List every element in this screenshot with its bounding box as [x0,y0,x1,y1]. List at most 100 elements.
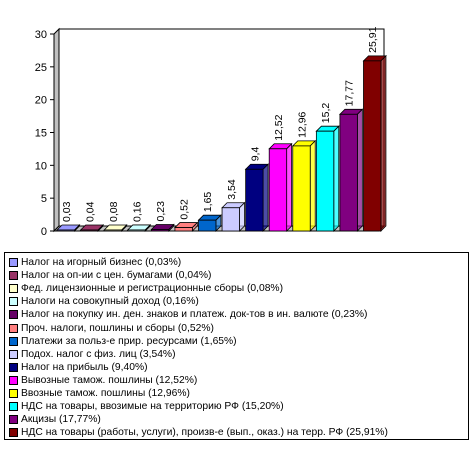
legend-swatch [9,271,18,281]
data-label: 0,16 [132,201,144,222]
y-tick-label: 25 [35,62,47,74]
legend-swatch [9,415,18,425]
legend-label: Ввозные тамож. пошлины (12,96%) [21,388,190,399]
bar-front [174,227,193,232]
bar-front [292,145,311,232]
data-label: 0,23 [155,201,167,222]
bar-front [198,219,217,232]
legend-label: НДС на товары, ввозимые на территорию РФ… [21,401,284,413]
legend-item: Проч. налоги, пошлины и сборы (0,52%) [9,322,214,335]
legend-label: Акцизы (17,77%) [21,414,101,426]
bar-side [262,163,269,232]
bar [338,108,364,232]
data-label: 1,65 [202,192,214,213]
data-label: 15,2 [320,103,332,124]
data-label: 12,52 [273,114,285,140]
legend-swatch [9,375,18,385]
data-label: 17,77 [344,80,356,106]
bar [244,163,270,232]
legend-item: Налог на оп-ии с цен. бумагами (0,04%) [9,269,211,282]
bar-side [380,54,387,232]
legend-item: Налог на покупку ин. ден. знаков и плате… [9,308,367,321]
bar-side [356,108,363,232]
data-label: 0,04 [84,201,96,222]
legend-swatch [9,310,18,320]
bar [56,224,81,232]
legend-label: Налог на оп-ии с цен. бумагами (0,04%) [21,270,212,282]
bar-front [339,113,358,232]
bar-front [268,148,288,232]
data-label: 12,96 [297,111,309,137]
y-tick-label: 20 [35,95,47,107]
y-tick-label: 30 [35,29,47,41]
legend: Налог на игорный бизнес (0,03%) Налог на … [4,252,469,440]
legend-label: Подох. налог с физ. лиц (3,54%) [21,348,176,360]
bar [315,125,340,232]
data-label: 3,54 [226,179,238,200]
data-label: 0,03 [61,201,73,222]
legend-label: Вывозные тамож. пошлины (12,52%) [21,374,198,386]
y-tick-label: 10 [35,160,47,172]
legend-label: Налог на покупку ин. ден. знаков и плате… [21,309,368,321]
bar-side [286,142,293,232]
legend-label: Налог на игорный бизнес (0,03%) [21,257,182,268]
legend-item: Ввозные тамож. пошлины (12,96%) [9,387,190,400]
bar-front [363,60,382,232]
legend-item: НДС на товары (работы, услуги), произв-е… [9,426,388,439]
y-axis: 0 5 10 15 20 25 30 [35,29,55,238]
y-tick-label: 0 [41,226,47,238]
y-tick-label: 5 [41,193,47,205]
legend-swatch [9,284,18,294]
data-labels: 0,03 0,04 0,08 0,16 0,23 0,52 1,65 3,54 9,4 12,52… [61,26,379,222]
bar-front [103,229,123,232]
data-label: 9,4 [249,147,261,162]
legend-label: НДС на товары (работы, услуги), произв-е… [21,427,388,439]
legend-item: НДС на товары, ввозимые на территорию РФ… [9,400,284,413]
legend-label: Налоги на совокупный доход (0,16%) [21,296,199,308]
bar [221,201,246,232]
bar [103,224,128,232]
bar [79,224,105,232]
legend-item: Акцизы (17,77%) [9,413,101,426]
bar [150,223,175,232]
legend-item: Налоги на совокупный доход (0,16%) [9,295,199,308]
bar-side [239,201,245,232]
bar-side [309,139,316,232]
data-label: 0,08 [108,201,120,222]
bar-chart: 0,03 0,04 0,08 0,16 0,23 0,52 1,65 3,54 9,4 12,52… [35,26,387,238]
y-tick-label: 15 [35,128,47,140]
bar-front [56,229,75,232]
legend-swatch [9,297,18,307]
legend-item: Платежи за польз-е прир. ресурсами (1,65… [9,335,237,348]
legend-item: Налог на прибыль (9,40%) [9,361,148,374]
bars [56,54,387,232]
bar-front [221,207,240,232]
bar-front [80,229,99,232]
legend-item: Фед. лицензионные и регистрационные сбор… [9,282,283,295]
bar-front [127,229,146,232]
bar-front [315,130,335,232]
legend-swatch [9,402,18,412]
data-label: 0,52 [179,199,191,220]
legend-swatch [9,389,18,398]
bar [268,142,293,232]
legend-swatch [9,258,18,267]
bar-side [333,125,340,232]
bar-front [150,229,170,232]
bar [362,54,387,232]
bar-front [245,168,264,232]
legend-item: Вывозные тамож. пошлины (12,52%) [9,374,197,387]
legend-item: Подох. налог с физ. лиц (3,54%) [9,348,176,361]
bar [126,223,152,232]
legend-swatch [9,362,18,372]
side-wall [53,27,60,233]
bar [197,214,222,232]
bar [173,221,199,232]
legend-swatch [9,349,18,359]
legend-label: Фед. лицензионные и регистрационные сбор… [21,283,284,295]
legend-label: Проч. налоги, пошлины и сборы (0,52%) [21,322,214,334]
data-label: 25,91 [367,26,379,52]
legend-label: Налог на прибыль (9,40%) [21,361,148,373]
legend-swatch [9,323,18,333]
